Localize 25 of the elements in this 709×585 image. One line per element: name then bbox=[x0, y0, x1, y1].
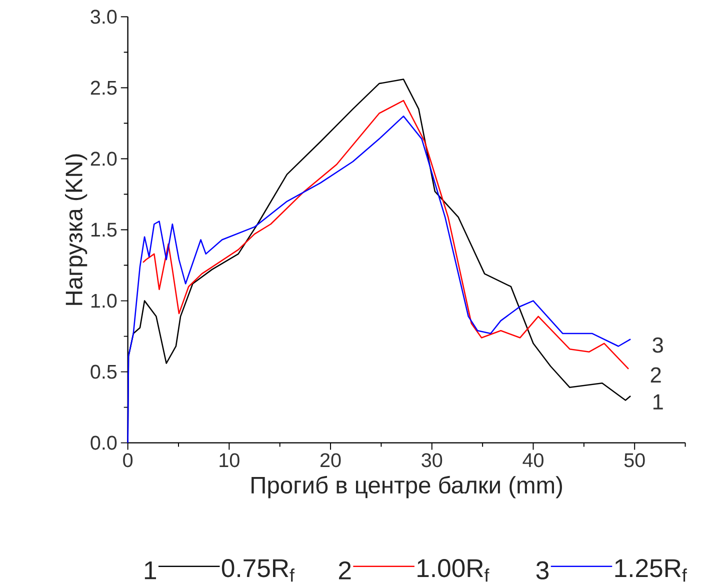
legend-label: 1.00R$_{f}$ bbox=[418, 558, 490, 582]
legend-label: 1.25R$_{f}$ bbox=[615, 558, 687, 582]
x-tick-label: 30 bbox=[422, 453, 442, 468]
y-tick-label: 3.0 bbox=[90, 10, 117, 24]
line-series bbox=[142, 100, 630, 370]
y-axis-title: Нагрузка (KN) bbox=[65, 154, 88, 305]
x-tick-label: 20 bbox=[320, 453, 341, 468]
x-tick-label: 10 bbox=[220, 453, 240, 468]
legend-label: 0.75R$_{f}$ bbox=[222, 558, 295, 582]
x-tick-label: 50 bbox=[624, 453, 645, 468]
y-tick-label: 2.5 bbox=[90, 80, 117, 95]
annotation: 2 bbox=[650, 367, 661, 382]
x-tick-label: 0 bbox=[123, 453, 133, 468]
x-axis-title: Прогиб в центре балки (mm) bbox=[252, 476, 562, 498]
text: 2 bbox=[338, 561, 351, 580]
y-tick-label: 2.0 bbox=[90, 152, 117, 166]
y-tick-label: 0.0 bbox=[90, 436, 117, 450]
x-tick-label: 40 bbox=[522, 453, 544, 468]
y-tick-label: 1.0 bbox=[91, 294, 117, 308]
annotation: 3 bbox=[652, 337, 663, 353]
text: 1 bbox=[144, 561, 156, 580]
y-tick-label: 0.5 bbox=[90, 364, 117, 379]
annotation: 1 bbox=[653, 394, 663, 410]
y-tick-label: 1.5 bbox=[91, 222, 117, 237]
text: 3 bbox=[536, 561, 549, 580]
